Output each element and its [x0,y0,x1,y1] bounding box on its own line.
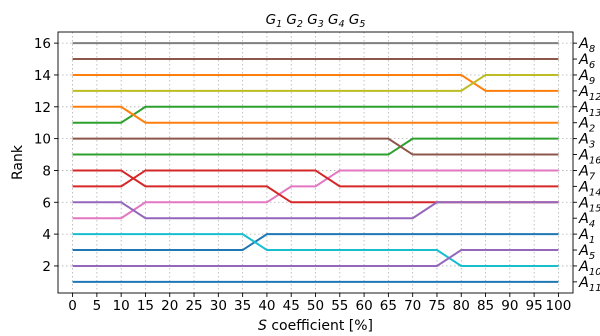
x-tick-label: 55 [331,298,348,314]
x-tick-label: 35 [234,298,251,314]
series-label-a15: A15 [578,195,600,214]
plot-frame [57,31,574,294]
series-line-a3 [72,137,559,156]
series-label-a3: A3 [578,132,595,151]
chart-title: G1 G2 G3 G4 G5 [266,12,366,30]
grid [58,32,573,293]
x-tick-label: 40 [258,298,275,314]
x-tick-label: 65 [380,298,397,314]
series-line-a9 [72,73,559,92]
y-axis-label: Rank [10,144,26,180]
y-tick-label: 14 [34,68,51,84]
x-tick-label: 80 [453,298,470,314]
y-tick-label: 12 [34,100,51,116]
x-tick-label: 75 [428,298,445,314]
x-tick-label: 20 [161,298,178,314]
x-tick-label: 95 [526,298,543,314]
series-line-a12 [72,73,559,92]
series-label-a12: A12 [578,84,600,103]
x-tick-label: 10 [113,298,130,314]
series-label-a14: A14 [578,179,600,198]
series-label-a16: A16 [578,148,600,167]
series-label-a13: A13 [578,100,600,119]
y-tick-label: 10 [34,132,51,148]
series-label-a6: A6 [578,52,595,71]
series-line-a1 [72,233,559,252]
series-label-a10: A10 [578,259,600,278]
series-line-a15 [72,169,559,188]
y-tick-label: 4 [42,227,51,243]
series-lines [72,42,559,283]
series-line-a16 [72,137,559,156]
x-axis-label: S coefficient [%] [258,318,373,334]
series-label-a4: A4 [578,211,595,230]
x-tick-label: 0 [68,298,77,314]
series-line-a2 [72,105,559,124]
series-label-a11: A11 [578,275,600,294]
y-axis-ticks: 2 4 6 8 10 12 14 16 [34,36,58,275]
series-line-a7 [72,169,559,220]
series-label-a1: A1 [578,227,595,246]
series-line-a10 [72,249,559,267]
series-label-a8: A8 [578,36,595,55]
y-tick-label: 8 [42,163,51,179]
y-tick-label: 6 [42,195,51,211]
series-label-a5: A5 [578,243,595,262]
x-tick-label: 45 [283,298,300,314]
x-tick-label: 50 [307,298,324,314]
series-label-a2: A2 [578,116,595,135]
series-line-a5 [72,233,559,267]
right-series-labels: A8A6A9A12A13A2A3A16A7A14A15A4A1A5A10A11 [573,36,600,294]
x-tick-label: 30 [210,298,227,314]
x-tick-label: 5 [93,298,102,314]
series-line-a4 [72,201,559,220]
x-tick-label: 100 [546,298,572,314]
series-line-a13 [72,105,559,124]
series-label-a7: A7 [578,163,596,182]
x-tick-label: 70 [404,298,421,314]
y-tick-label: 2 [42,259,51,275]
x-tick-label: 90 [501,298,518,314]
x-axis-ticks: 0 5 10 15 20 25 30 35 40 45 50 55 60 65 70 75 80 85 90 95 10… [68,293,571,314]
y-tick-label: 16 [34,36,51,52]
x-tick-label: 25 [185,298,202,314]
x-tick-label: 60 [355,298,372,314]
x-tick-label: 15 [137,298,154,314]
series-label-a9: A9 [578,68,595,87]
x-tick-label: 85 [477,298,494,314]
